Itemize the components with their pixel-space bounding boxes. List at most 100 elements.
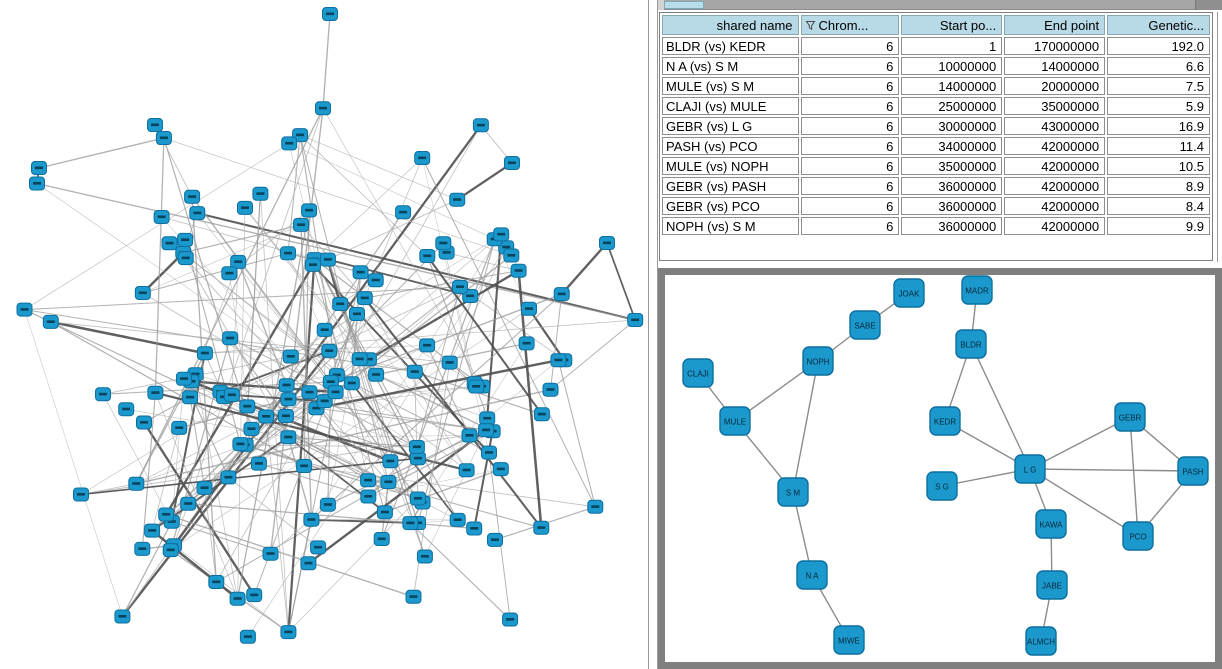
network-node[interactable]: JABE <box>1036 570 1068 600</box>
column-header-chrom[interactable]: Chrom... <box>800 15 900 35</box>
network-node[interactable] <box>472 118 489 133</box>
network-node[interactable] <box>176 371 192 386</box>
network-node[interactable] <box>31 161 47 175</box>
network-node[interactable] <box>114 609 131 624</box>
network-node[interactable] <box>319 252 336 267</box>
scrollbar-thumb[interactable] <box>664 1 704 9</box>
value-cell[interactable]: 43000000 <box>1004 117 1106 135</box>
table-row[interactable]: BLDR (vs) KEDR 6 1 170000000 192.0 <box>662 37 1210 55</box>
shared-name-cell[interactable]: CLAJI (vs) MULE <box>662 97 799 115</box>
network-edge[interactable] <box>1129 416 1139 537</box>
shared-name-cell[interactable]: BLDR (vs) KEDR <box>662 37 799 55</box>
value-cell[interactable]: 35000000 <box>1004 97 1106 115</box>
network-node[interactable] <box>232 437 249 452</box>
value-cell[interactable]: 35000000 <box>901 157 1003 175</box>
network-node[interactable] <box>280 625 297 640</box>
network-node[interactable]: MULE <box>719 406 751 436</box>
network-node[interactable] <box>419 249 436 263</box>
network-node[interactable] <box>321 343 338 358</box>
network-node[interactable] <box>502 612 519 627</box>
network-node[interactable] <box>368 367 385 382</box>
network-edge[interactable] <box>1029 416 1131 470</box>
network-node[interactable] <box>310 540 327 555</box>
network-node[interactable] <box>73 487 89 502</box>
value-cell[interactable]: 8.4 <box>1107 197 1210 215</box>
column-header-endpoint[interactable]: End point <box>1004 15 1106 35</box>
network-node[interactable] <box>128 476 145 491</box>
value-cell[interactable]: 6 <box>800 197 900 215</box>
network-node[interactable] <box>542 382 559 397</box>
value-cell[interactable]: 6 <box>800 77 900 95</box>
network-node[interactable]: NOPH <box>802 346 834 376</box>
network-node[interactable] <box>239 629 256 644</box>
value-cell[interactable]: 170000000 <box>1004 37 1106 55</box>
shared-name-cell[interactable]: PASH (vs) PCO <box>662 137 799 155</box>
network-node[interactable] <box>208 575 225 589</box>
network-node[interactable] <box>380 475 397 489</box>
network-node[interactable] <box>550 353 567 368</box>
network-node[interactable] <box>406 364 423 379</box>
network-node[interactable] <box>177 232 194 247</box>
network-node[interactable] <box>262 546 279 561</box>
network-node[interactable] <box>518 336 535 351</box>
table-row[interactable]: GEBR (vs) L G 6 30000000 43000000 16.9 <box>662 117 1210 135</box>
table-row[interactable]: GEBR (vs) PASH 6 36000000 42000000 8.9 <box>662 177 1210 195</box>
network-node[interactable] <box>136 415 152 430</box>
shared-name-cell[interactable]: MULE (vs) S M <box>662 77 799 95</box>
network-node[interactable] <box>147 385 164 400</box>
network-node[interactable] <box>221 266 238 281</box>
panel-splitter[interactable] <box>648 0 658 669</box>
table-row[interactable]: MULE (vs) NOPH 6 35000000 42000000 10.5 <box>662 157 1210 175</box>
network-node[interactable] <box>153 210 170 224</box>
network-node[interactable] <box>171 420 188 435</box>
network-node[interactable] <box>316 322 333 337</box>
network-node[interactable]: MIWE <box>833 625 865 655</box>
shared-name-cell[interactable]: NOPH (vs) S M <box>662 217 799 235</box>
value-cell[interactable]: 6 <box>800 177 900 195</box>
network-node[interactable] <box>409 491 426 506</box>
network-node[interactable] <box>162 543 179 558</box>
network-node[interactable] <box>134 541 151 556</box>
shared-name-cell[interactable]: N A (vs) S M <box>662 57 799 75</box>
value-cell[interactable]: 30000000 <box>901 117 1003 135</box>
network-node[interactable] <box>461 428 478 443</box>
network-node[interactable] <box>452 279 468 294</box>
network-node[interactable] <box>147 118 163 132</box>
network-node[interactable] <box>504 156 520 170</box>
network-node[interactable] <box>134 286 151 300</box>
network-node[interactable] <box>405 589 422 604</box>
table-row[interactable]: N A (vs) S M 6 10000000 14000000 6.6 <box>662 57 1210 75</box>
network-node[interactable] <box>293 217 309 232</box>
value-cell[interactable]: 14000000 <box>901 77 1003 95</box>
network-node[interactable] <box>301 385 318 400</box>
shared-name-cell[interactable]: GEBR (vs) PCO <box>662 197 799 215</box>
network-edge[interactable] <box>1029 468 1139 537</box>
network-node[interactable] <box>458 463 475 478</box>
network-node[interactable] <box>222 331 239 346</box>
network-node[interactable] <box>303 512 320 527</box>
network-node[interactable] <box>281 136 298 151</box>
value-cell[interactable]: 8.9 <box>1107 177 1210 195</box>
network-node[interactable]: BLDR <box>955 329 987 359</box>
value-cell[interactable]: 36000000 <box>901 177 1003 195</box>
network-node[interactable] <box>493 227 510 242</box>
network-node[interactable]: PASH <box>1177 456 1209 486</box>
network-node[interactable]: N A <box>796 560 828 590</box>
value-cell[interactable]: 34000000 <box>901 137 1003 155</box>
shared-name-cell[interactable]: GEBR (vs) PASH <box>662 177 799 195</box>
network-node[interactable]: SABE <box>849 310 881 340</box>
network-node[interactable] <box>322 7 338 21</box>
network-node[interactable] <box>351 352 368 367</box>
network-node[interactable] <box>189 206 206 221</box>
table-row[interactable]: GEBR (vs) PCO 6 36000000 42000000 8.4 <box>662 197 1210 215</box>
value-cell[interactable]: 6 <box>800 137 900 155</box>
value-cell[interactable]: 10.5 <box>1107 157 1210 175</box>
network-node[interactable] <box>479 411 496 426</box>
value-cell[interactable]: 10000000 <box>901 57 1003 75</box>
value-cell[interactable]: 9.9 <box>1107 217 1210 235</box>
value-cell[interactable]: 36000000 <box>901 217 1003 235</box>
value-cell[interactable]: 6.6 <box>1107 57 1210 75</box>
value-cell[interactable]: 36000000 <box>901 197 1003 215</box>
network-node[interactable] <box>435 236 452 251</box>
network-node[interactable] <box>402 516 419 531</box>
